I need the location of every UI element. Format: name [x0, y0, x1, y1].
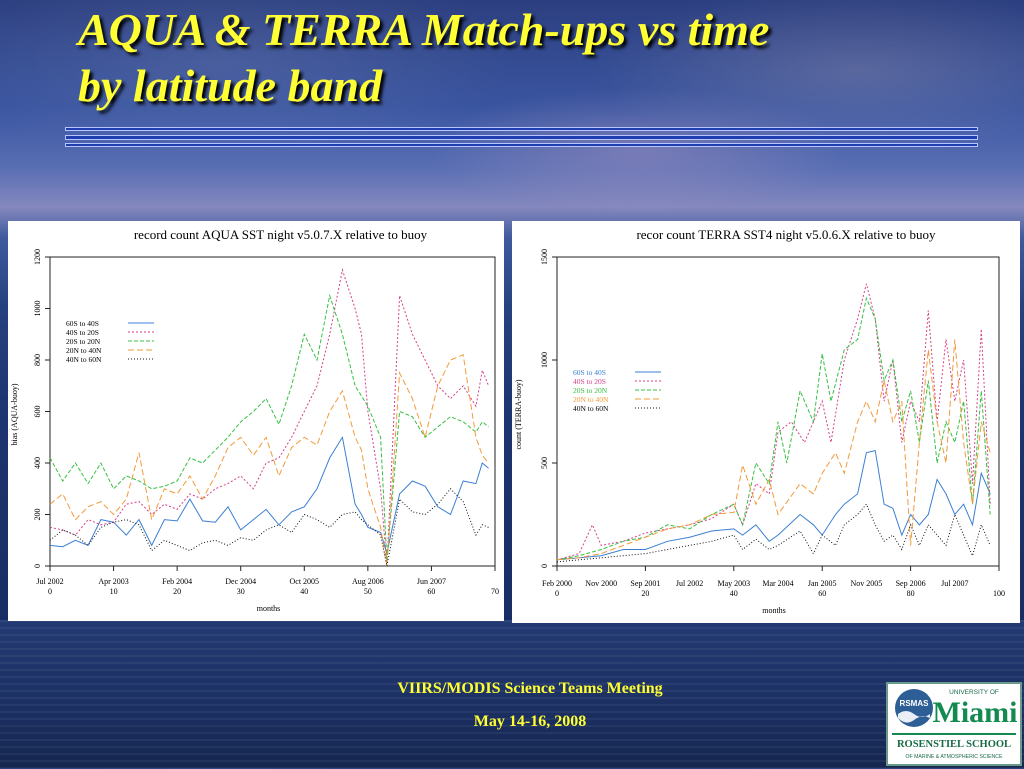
marine-atmospheric-text: OF MARINE & ATMOSPHERIC SCIENCE — [905, 754, 1003, 760]
chart2-x-tick-label: 80 — [907, 589, 915, 598]
terra-chart: recor count TERRA SST4 night v5.0.6.X re… — [514, 227, 1005, 615]
chart2-series-line-4 — [556, 339, 991, 561]
title-rule-3 — [65, 143, 978, 147]
chart1-x-axis-label: months — [257, 604, 281, 613]
chart2-legend-label: 20N to 40N — [573, 395, 609, 404]
chart1-x-tick-label: 10 — [110, 587, 118, 596]
chart2-date-label: Sep 2001 — [630, 579, 660, 588]
chart1-date-label: Apr 2003 — [98, 577, 128, 586]
chart2-date-label: Sep 2006 — [896, 579, 926, 588]
chart2-y-tick-label: 0 — [540, 564, 549, 568]
chart1-y-tick-label: 200 — [33, 509, 42, 521]
chart1-x-tick-label: 40 — [300, 587, 308, 596]
aqua-chart-panel: record count AQUA SST night v5.0.7.X rel… — [8, 221, 504, 621]
chart1-date-label: Jul 2002 — [36, 577, 63, 586]
university-of-miami-logo: RSMAS UNIVERSITY OF Miami ROSENSTIEL SCH… — [886, 682, 1022, 766]
chart1-series-line-3 — [49, 293, 489, 561]
chart2-legend-label: 20S to 20N — [573, 386, 608, 395]
aqua-chart: record count AQUA SST night v5.0.7.X rel… — [10, 227, 499, 613]
chart1-date-label: Oct 2005 — [290, 577, 320, 586]
chart1-y-tick-label: 600 — [33, 406, 42, 418]
chart2-legend-label: 40N to 60N — [573, 404, 609, 413]
chart2-date-label: Nov 2005 — [851, 579, 883, 588]
rosenstiel-logo-graphic: RSMAS UNIVERSITY OF Miami ROSENSTIEL SCH… — [892, 689, 1018, 760]
title-rule-2 — [65, 135, 978, 140]
miami-wordmark: Miami — [933, 696, 1018, 729]
chart1-series-line-1 — [49, 435, 489, 556]
chart1-x-tick-label: 50 — [364, 587, 372, 596]
chart1-legend-label: 60S to 40S — [66, 319, 99, 328]
slide-title: AQUA & TERRA Match-ups vs time by latitu… — [78, 2, 769, 114]
chart1-series-line-2 — [49, 267, 490, 567]
chart2-date-label: Feb 2000 — [542, 579, 572, 588]
rosenstiel-school-text: ROSENSTIEL SCHOOL — [897, 739, 1011, 750]
chart1-legend-label: 40S to 20S — [66, 328, 99, 337]
chart1-date-label: Aug 2006 — [352, 577, 384, 586]
chart1-date-label: Feb 2004 — [162, 577, 192, 586]
chart2-date-label: Nov 2000 — [585, 579, 617, 588]
slide-title-line-2: by latitude band — [78, 60, 383, 111]
chart1-x-tick-label: 20 — [173, 587, 181, 596]
chart1-series-line-4 — [49, 354, 489, 567]
chart2-date-label: May 2003 — [717, 579, 750, 588]
chart2-series-line-1 — [556, 449, 991, 561]
chart1-series-line-5 — [49, 488, 489, 567]
chart1-y-tick-label: 400 — [33, 457, 42, 469]
chart2-x-tick-label: 60 — [818, 589, 826, 598]
chart1-y-tick-label: 1200 — [33, 249, 42, 265]
chart1-y-tick-label: 1000 — [33, 301, 42, 317]
chart1-date-label: Jun 2007 — [417, 577, 446, 586]
chart2-date-label: Jan 2005 — [808, 579, 837, 588]
chart1-y-tick-label: 800 — [33, 354, 42, 366]
chart1-legend-label: 20N to 40N — [66, 346, 102, 355]
chart1-x-tick-label: 70 — [491, 587, 499, 596]
chart2-plot-frame — [556, 256, 1000, 567]
rsmas-seal — [895, 689, 933, 727]
footer-date: May 14-16, 2008 — [473, 713, 587, 730]
chart2-series-line-2 — [556, 283, 991, 561]
university-of-text: UNIVERSITY OF — [949, 689, 999, 696]
chart2-x-tick-label: 0 — [555, 589, 559, 598]
chart2-date-label: Mar 2004 — [762, 579, 793, 588]
slide-title-line-1: AQUA & TERRA Match-ups vs time — [78, 4, 770, 55]
chart1-date-label: Dec 2004 — [225, 577, 256, 586]
chart1-x-tick-label: 30 — [237, 587, 245, 596]
chart2-y-tick-label: 1500 — [540, 249, 549, 265]
chart1-x-tick-label: 60 — [427, 587, 435, 596]
ocean-background — [0, 620, 1024, 768]
terra-chart-panel: recor count TERRA SST4 night v5.0.6.X re… — [512, 221, 1020, 623]
chart2-date-label: Jul 2007 — [941, 579, 968, 588]
chart2-title: recor count TERRA SST4 night v5.0.6.X re… — [636, 227, 936, 242]
chart1-legend-label: 40N to 60N — [66, 355, 102, 364]
chart1-y-tick-label: 0 — [33, 564, 42, 568]
chart2-y-tick-label: 500 — [540, 457, 549, 469]
chart1-legend-label: 20S to 20N — [66, 337, 101, 346]
chart2-series-line-5 — [556, 503, 991, 563]
rsmas-text: RSMAS — [900, 699, 930, 708]
chart2-y-tick-label: 1000 — [540, 352, 549, 368]
chart2-x-tick-label: 100 — [993, 589, 1005, 598]
chart2-series-line-3 — [556, 296, 991, 561]
chart2-x-tick-label: 40 — [730, 589, 738, 598]
chart1-y-axis-label: bias (AQUA-buoy) — [10, 383, 19, 445]
footer-meeting: VIIRS/MODIS Science Teams Meeting — [397, 680, 663, 697]
chart2-x-tick-label: 20 — [641, 589, 649, 598]
chart2-legend-label: 40S to 20S — [573, 377, 606, 386]
chart2-x-axis-label: months — [762, 606, 786, 615]
chart1-x-tick-label: 0 — [48, 587, 52, 596]
chart2-date-label: Jul 2002 — [676, 579, 703, 588]
title-rule-1 — [65, 127, 978, 131]
chart1-title: record count AQUA SST night v5.0.7.X rel… — [134, 227, 428, 242]
chart2-legend-label: 60S to 40S — [573, 368, 606, 377]
chart2-y-axis-label: count (TERRA-buoy) — [514, 379, 523, 449]
